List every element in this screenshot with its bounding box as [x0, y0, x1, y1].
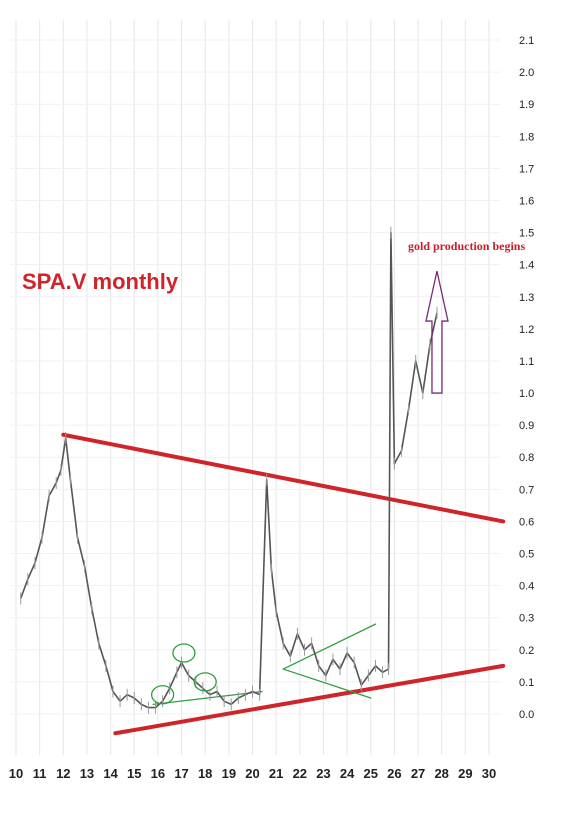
- y-tick-label: 0.2: [519, 645, 534, 657]
- y-tick-label: 0.0: [519, 709, 534, 721]
- up-arrow-icon: [425, 270, 449, 394]
- x-tick-label: 13: [80, 766, 94, 781]
- x-tick-label: 22: [293, 766, 307, 781]
- y-tick-label: 0.1: [519, 677, 534, 689]
- y-tick-label: 1.3: [519, 292, 534, 304]
- y-tick-label: 0.7: [519, 484, 534, 496]
- y-tick-label: 1.1: [519, 356, 534, 368]
- y-tick-label: 1.2: [519, 324, 534, 336]
- x-tick-label: 30: [482, 766, 496, 781]
- x-tick-label: 11: [33, 766, 47, 781]
- x-tick-label: 26: [387, 766, 401, 781]
- x-tick-label: 23: [316, 766, 330, 781]
- trendline-red: [61, 432, 506, 524]
- pattern-circles: [150, 643, 217, 705]
- y-axis-ticks: 0.0 0.1 0.2 0.3 0.4 0.5 0.6 0.7 0.8 0.9 1.0 1.1 1.2 1…: [519, 35, 534, 721]
- annotation-gold-production: gold production begins: [408, 239, 525, 253]
- x-tick-label: 28: [434, 766, 448, 781]
- y-tick-label: 0.8: [519, 452, 534, 464]
- x-tick-label: 10: [9, 766, 23, 781]
- price-series: [19, 226, 438, 714]
- x-tick-label: 21: [269, 766, 283, 781]
- trendline-red: [113, 663, 506, 736]
- x-tick-label: 18: [198, 766, 212, 781]
- x-tick-label: 16: [151, 766, 165, 781]
- x-tick-label: 25: [364, 766, 378, 781]
- chart-title: SPA.V monthly: [22, 269, 179, 294]
- y-tick-label: 1.6: [519, 195, 534, 207]
- y-tick-label: 1.7: [519, 163, 534, 175]
- y-tick-label: 1.8: [519, 131, 534, 143]
- y-tick-label: 0.6: [519, 516, 534, 528]
- y-tick-label: 0.5: [519, 549, 534, 561]
- y-tick-label: 1.9: [519, 99, 534, 111]
- y-tick-label: 1.5: [519, 228, 534, 240]
- x-tick-label: 17: [174, 766, 188, 781]
- circle-marker: [172, 643, 196, 663]
- x-tick-label: 19: [222, 766, 236, 781]
- y-tick-label: 2.1: [519, 35, 534, 47]
- x-tick-label: 15: [127, 766, 141, 781]
- x-tick-label: 14: [103, 766, 118, 781]
- trendline-green: [282, 623, 377, 670]
- x-axis-ticks: 10 11 12 13 14 15 16 17 18 19 20 21 22 23 24 25 26 27 28 29…: [9, 766, 496, 781]
- y-tick-label: 0.9: [519, 420, 534, 432]
- circle-marker: [150, 685, 175, 705]
- trendlines: [61, 432, 506, 736]
- y-tick-label: 0.4: [519, 581, 534, 593]
- x-tick-label: 12: [56, 766, 70, 781]
- y-tick-label: 1.4: [519, 260, 534, 272]
- x-tick-label: 29: [458, 766, 472, 781]
- y-tick-label: 0.3: [519, 613, 534, 625]
- y-tick-label: 1.0: [519, 388, 534, 400]
- x-tick-label: 24: [340, 766, 355, 781]
- x-tick-label: 27: [411, 766, 425, 781]
- y-tick-label: 2.0: [519, 67, 534, 79]
- trendline-green: [282, 668, 372, 699]
- x-tick-label: 20: [245, 766, 259, 781]
- trendline-green: [152, 690, 263, 706]
- gridlines: [10, 20, 500, 755]
- arrow-shape: [425, 270, 449, 394]
- circle-marker: [193, 672, 217, 692]
